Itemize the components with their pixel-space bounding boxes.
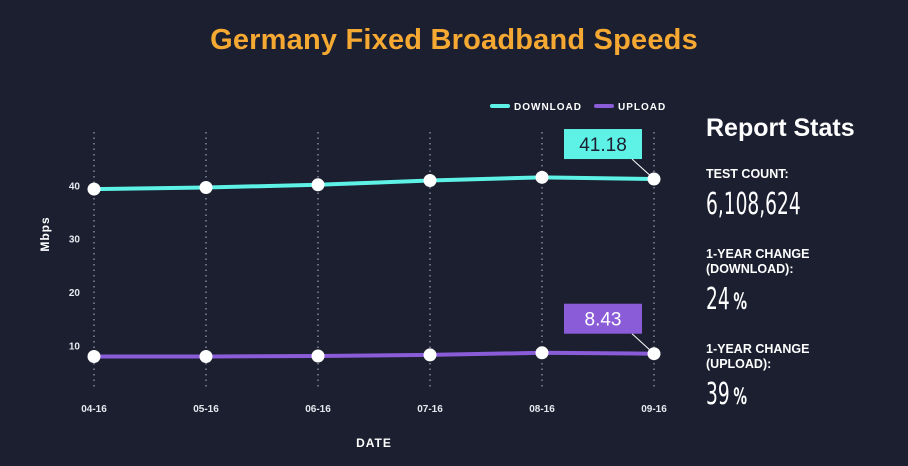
upload-change-value: 39% <box>706 378 830 415</box>
y-tick-30: 30 <box>69 235 81 246</box>
series-line-upload <box>92 350 656 359</box>
upload-change-unit: % <box>733 385 748 410</box>
report-stats-heading: Report Stats <box>706 114 855 142</box>
data-point-upload-04-16 <box>87 350 101 364</box>
data-point-download-04-16 <box>87 182 101 196</box>
upload-change-label: 1-YEAR CHANGE (UPLOAD): <box>706 342 810 371</box>
series-line-download <box>92 175 656 192</box>
chart-title: Germany Fixed Broadband Speeds <box>210 24 698 56</box>
data-point-download-05-16 <box>199 180 213 194</box>
data-point-download-07-16 <box>423 174 437 188</box>
data-point-download-06-16 <box>311 178 325 192</box>
data-point-upload-07-16 <box>423 348 437 362</box>
callout-label-download: 41.18 <box>579 135 627 156</box>
x-tick-07-16: 07-16 <box>417 404 443 415</box>
callout-label-upload: 8.43 <box>585 310 622 331</box>
download-change-value: 24% <box>706 283 830 320</box>
line-chart: 10 20 30 40 04-16 05-16 06-16 07-16 08-16 09-16 Mb… <box>38 102 667 450</box>
upload-change-number: 39 <box>706 377 730 412</box>
data-point-upload-08-16 <box>535 346 549 360</box>
y-tick-20: 20 <box>69 288 81 299</box>
data-point-download-08-16 <box>535 170 549 184</box>
download-change-label: 1-YEAR CHANGE (DOWNLOAD): <box>706 247 810 276</box>
download-change-unit: % <box>733 290 748 315</box>
x-tick-09-16: 09-16 <box>641 404 667 415</box>
y-tick-40: 40 <box>69 181 81 192</box>
test-count-label: TEST COUNT: <box>706 167 789 181</box>
y-axis-label: Mbps <box>38 216 52 251</box>
callout-leader-download <box>631 158 655 180</box>
callout-leader-upload <box>631 333 655 355</box>
data-point-upload-06-16 <box>311 349 325 363</box>
legend-label-upload: UPLOAD <box>618 102 666 113</box>
x-tick-04-16: 04-16 <box>81 404 107 415</box>
download-change-number: 24 <box>706 282 730 317</box>
legend-label-download: DOWNLOAD <box>514 102 582 113</box>
x-tick-06-16: 06-16 <box>305 404 331 415</box>
report-stats-panel: Report Stats TEST COUNT: 6,108,624 1-YEA… <box>706 114 906 437</box>
test-count-number: 6,108,624 <box>706 187 801 222</box>
data-point-upload-05-16 <box>199 350 213 364</box>
callout-box-download <box>564 129 642 160</box>
y-tick-10: 10 <box>69 341 81 352</box>
test-count-value: 6,108,624 <box>706 188 830 225</box>
x-tick-05-16: 05-16 <box>193 404 219 415</box>
x-tick-08-16: 08-16 <box>529 404 555 415</box>
callout-box-upload <box>564 303 642 334</box>
x-axis-label: DATE <box>356 436 392 450</box>
